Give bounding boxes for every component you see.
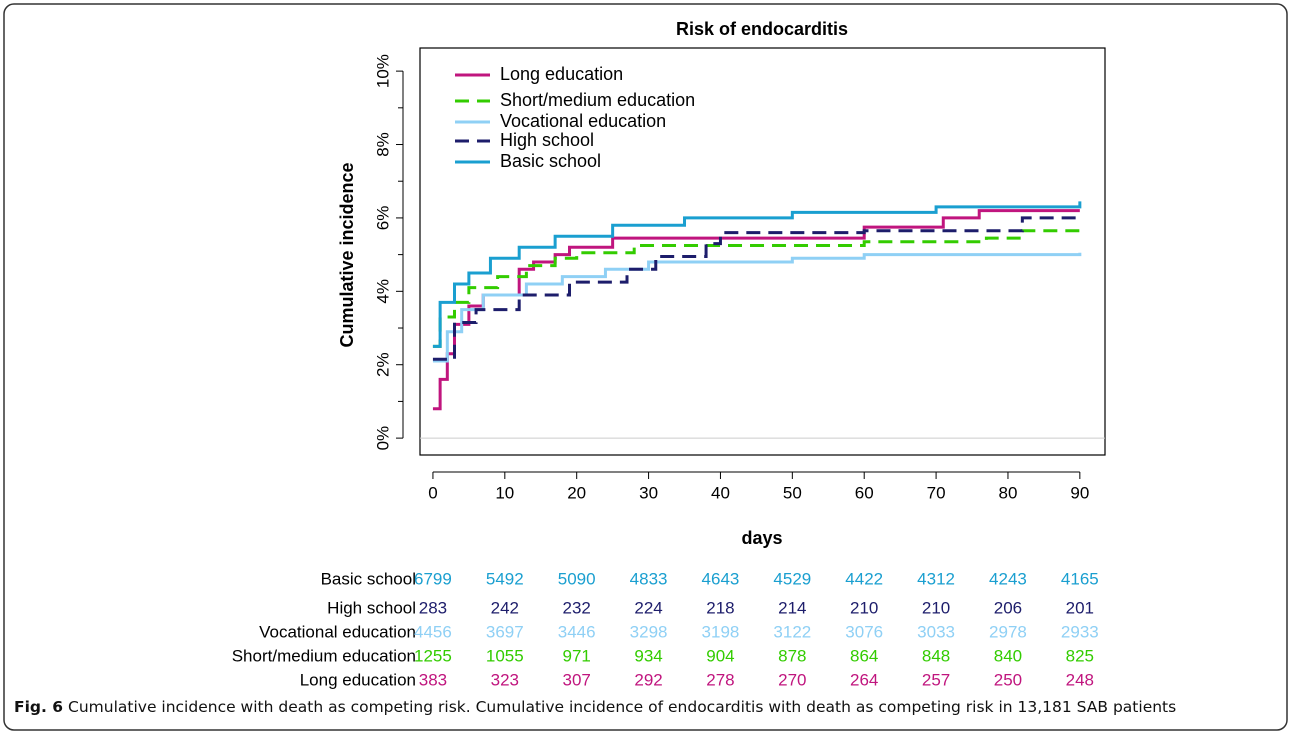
risk-count: 214: [778, 598, 806, 617]
risk-count: 825: [1066, 646, 1094, 665]
risk-count: 3076: [845, 622, 883, 641]
risk-count: 4165: [1061, 569, 1099, 588]
series-line: [432, 229, 1080, 348]
risk-count: 904: [706, 646, 734, 665]
y-tick-label: 10%: [373, 54, 392, 88]
risk-count: 210: [850, 598, 878, 617]
caption: Fig. 6 Cumulative incidence with death a…: [14, 698, 1284, 716]
caption-text: Cumulative incidence with death as compe…: [68, 698, 1177, 716]
x-tick-label: 80: [999, 483, 1018, 502]
x-tick-label: 70: [927, 483, 946, 502]
y-tick-label: 4%: [373, 279, 392, 304]
risk-count: 292: [634, 670, 662, 689]
risk-count: 206: [994, 598, 1022, 617]
risk-count: 840: [994, 646, 1022, 665]
risk-count: 5090: [558, 569, 596, 588]
risk-count: 3446: [558, 622, 596, 641]
risk-count: 6799: [414, 569, 452, 588]
x-axis-label: days: [741, 528, 782, 548]
risk-row-label: Basic school: [321, 569, 416, 588]
risk-count: 4422: [845, 569, 883, 588]
risk-count: 264: [850, 670, 878, 689]
legend-label: High school: [500, 130, 594, 150]
risk-count: 1055: [486, 646, 524, 665]
y-tick-label: 6%: [373, 206, 392, 231]
x-tick-label: 60: [855, 483, 874, 502]
series-line: [432, 209, 1080, 411]
risk-count: 1255: [414, 646, 452, 665]
x-tick-label: 30: [639, 483, 658, 502]
risk-count: 307: [563, 670, 591, 689]
risk-count: 270: [778, 670, 806, 689]
risk-count: 4833: [630, 569, 668, 588]
risk-count: 3298: [630, 622, 668, 641]
risk-count: 218: [706, 598, 734, 617]
risk-count: 3033: [917, 622, 955, 641]
legend-label: Long education: [500, 64, 623, 84]
x-tick-label: 0: [428, 483, 437, 502]
y-tick-label: 8%: [373, 132, 392, 157]
x-tick-label: 10: [495, 483, 514, 502]
caption-label: Fig. 6: [14, 698, 64, 716]
risk-count: 3198: [702, 622, 740, 641]
y-tick-label: 2%: [373, 352, 392, 377]
plot-box: [419, 47, 1106, 456]
risk-count: 242: [491, 598, 519, 617]
risk-count: 934: [634, 646, 662, 665]
x-tick-label: 20: [567, 483, 586, 502]
risk-count: 232: [563, 598, 591, 617]
risk-count: 224: [634, 598, 662, 617]
risk-row-label: Long education: [300, 670, 416, 689]
series-line: [432, 201, 1082, 348]
risk-count: 383: [419, 670, 447, 689]
risk-count: 4643: [702, 569, 740, 588]
series-line: [432, 252, 1082, 363]
y-axis-label: Cumulative incidence: [337, 162, 357, 347]
risk-count: 4529: [773, 569, 811, 588]
chart-title: Risk of endocarditis: [676, 19, 848, 39]
risk-count: 4456: [414, 622, 452, 641]
x-tick-label: 40: [711, 483, 730, 502]
legend-label: Short/medium education: [500, 90, 695, 110]
risk-count: 257: [922, 670, 950, 689]
x-tick-label: 90: [1070, 483, 1089, 502]
risk-count: 2933: [1061, 622, 1099, 641]
risk-count: 210: [922, 598, 950, 617]
risk-row-label: Short/medium education: [232, 646, 416, 665]
risk-count: 2978: [989, 622, 1027, 641]
risk-count: 971: [563, 646, 591, 665]
risk-count: 4312: [917, 569, 955, 588]
risk-count: 323: [491, 670, 519, 689]
risk-count: 4243: [989, 569, 1027, 588]
legend-label: Vocational education: [500, 111, 666, 131]
legend-label: Basic school: [500, 151, 601, 171]
risk-count: 278: [706, 670, 734, 689]
risk-count: 201: [1066, 598, 1094, 617]
risk-count: 848: [922, 646, 950, 665]
risk-count: 864: [850, 646, 878, 665]
risk-count: 3697: [486, 622, 524, 641]
risk-count: 248: [1066, 670, 1094, 689]
y-tick-label: 0%: [373, 426, 392, 451]
risk-count: 5492: [486, 569, 524, 588]
risk-row-label: Vocational education: [259, 622, 416, 641]
risk-count: 3122: [773, 622, 811, 641]
risk-row-label: High school: [327, 598, 416, 617]
series-line: [432, 216, 1080, 361]
risk-count: 878: [778, 646, 806, 665]
risk-count: 283: [419, 598, 447, 617]
risk-count: 250: [994, 670, 1022, 689]
figure-border: [3, 3, 1288, 731]
x-tick-label: 50: [783, 483, 802, 502]
